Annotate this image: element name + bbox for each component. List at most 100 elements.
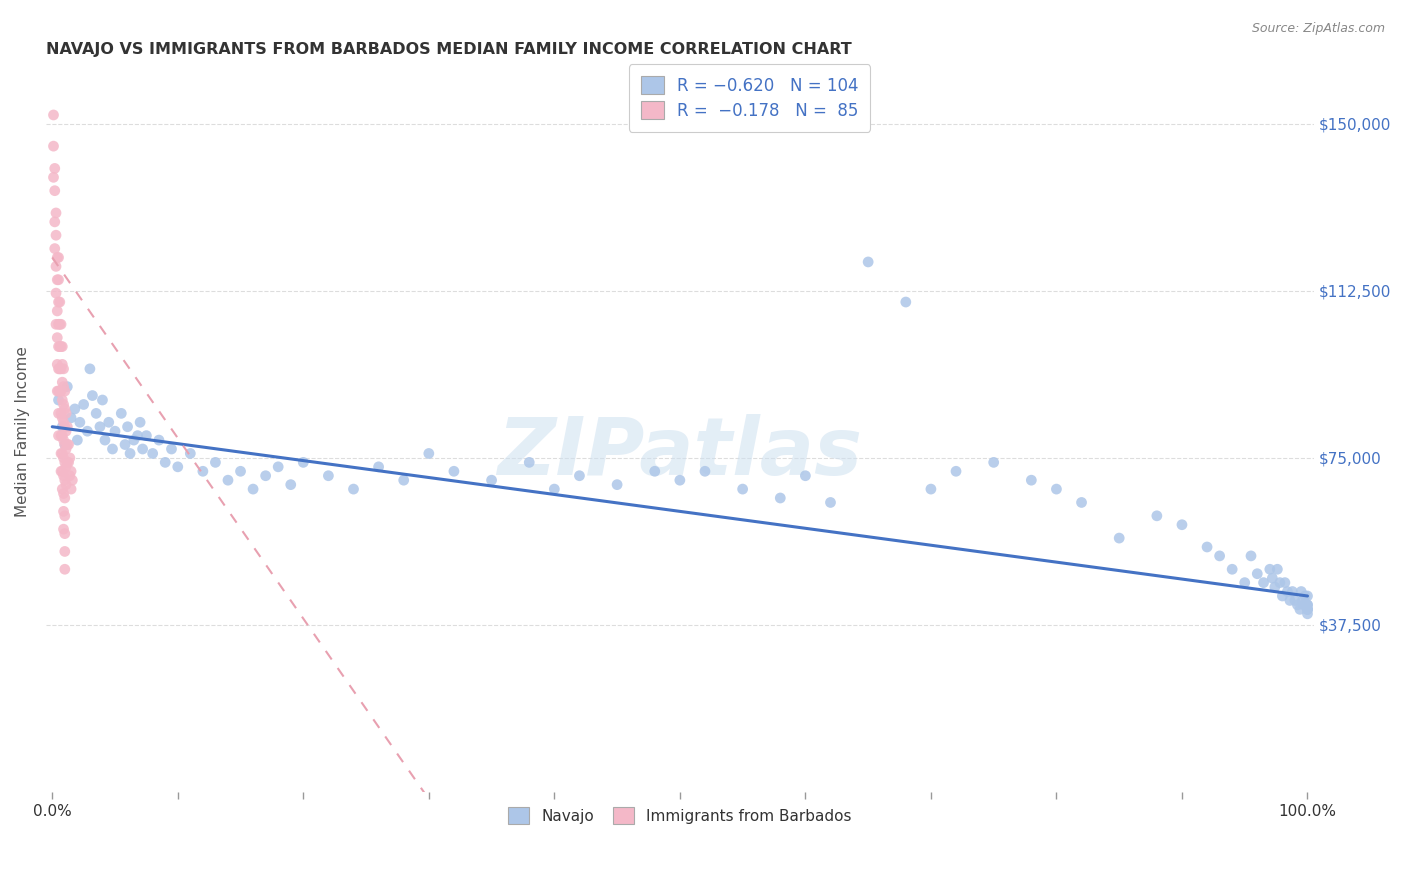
Point — [89, 419, 111, 434]
Point — [45, 260, 67, 274]
Point — [51, 464, 73, 478]
Point — [55, 406, 77, 420]
Point — [53, 526, 76, 541]
Point — [58, 437, 80, 451]
Point — [1253, 575, 1275, 590]
Point — [49, 318, 72, 332]
Point — [72, 397, 94, 411]
Point — [122, 433, 145, 447]
Point — [101, 442, 124, 456]
Point — [342, 482, 364, 496]
Point — [76, 424, 98, 438]
Point — [97, 415, 120, 429]
Point — [48, 318, 70, 332]
Point — [48, 251, 70, 265]
Point — [1296, 602, 1319, 616]
Point — [49, 446, 72, 460]
Point — [1292, 598, 1315, 612]
Point — [49, 340, 72, 354]
Point — [794, 468, 817, 483]
Point — [179, 446, 201, 460]
Point — [242, 482, 264, 496]
Point — [49, 406, 72, 420]
Point — [1289, 602, 1312, 616]
Point — [42, 108, 65, 122]
Point — [443, 464, 465, 478]
Point — [856, 255, 879, 269]
Point — [1108, 531, 1130, 545]
Point — [51, 358, 73, 372]
Point — [59, 450, 82, 465]
Point — [52, 450, 75, 465]
Point — [117, 419, 139, 434]
Point — [52, 361, 75, 376]
Point — [49, 318, 72, 332]
Point — [606, 477, 628, 491]
Point — [1258, 562, 1281, 576]
Point — [481, 473, 503, 487]
Point — [52, 433, 75, 447]
Point — [1146, 508, 1168, 523]
Point — [769, 491, 792, 505]
Point — [48, 392, 70, 407]
Point — [48, 428, 70, 442]
Point — [51, 428, 73, 442]
Point — [46, 358, 69, 372]
Legend: Navajo, Immigrants from Barbados: Navajo, Immigrants from Barbados — [498, 797, 862, 835]
Point — [1296, 602, 1319, 616]
Point — [51, 340, 73, 354]
Point — [166, 459, 188, 474]
Point — [51, 446, 73, 460]
Point — [53, 437, 76, 451]
Point — [114, 437, 136, 451]
Point — [55, 424, 77, 438]
Point — [53, 455, 76, 469]
Point — [120, 446, 142, 460]
Point — [1268, 575, 1291, 590]
Point — [91, 392, 114, 407]
Point — [204, 455, 226, 469]
Point — [45, 286, 67, 301]
Point — [53, 419, 76, 434]
Point — [46, 273, 69, 287]
Point — [51, 375, 73, 389]
Point — [1289, 584, 1312, 599]
Point — [46, 304, 69, 318]
Point — [48, 384, 70, 398]
Point — [52, 379, 75, 393]
Point — [1296, 598, 1319, 612]
Point — [49, 340, 72, 354]
Point — [42, 139, 65, 153]
Point — [49, 361, 72, 376]
Point — [142, 446, 165, 460]
Point — [1281, 584, 1303, 599]
Point — [60, 410, 83, 425]
Point — [127, 428, 149, 442]
Point — [1267, 562, 1289, 576]
Point — [1264, 580, 1286, 594]
Point — [543, 482, 565, 496]
Point — [1296, 589, 1319, 603]
Point — [44, 184, 66, 198]
Point — [1286, 598, 1309, 612]
Point — [44, 215, 66, 229]
Point — [55, 477, 77, 491]
Point — [42, 170, 65, 185]
Point — [53, 401, 76, 416]
Point — [63, 401, 86, 416]
Point — [51, 419, 73, 434]
Point — [53, 544, 76, 558]
Point — [58, 455, 80, 469]
Point — [1296, 602, 1319, 616]
Point — [1278, 593, 1301, 607]
Point — [49, 384, 72, 398]
Point — [48, 295, 70, 310]
Point — [1233, 575, 1256, 590]
Point — [129, 415, 152, 429]
Point — [56, 419, 79, 434]
Point — [45, 206, 67, 220]
Point — [52, 486, 75, 500]
Point — [104, 424, 127, 438]
Point — [84, 406, 107, 420]
Point — [60, 473, 83, 487]
